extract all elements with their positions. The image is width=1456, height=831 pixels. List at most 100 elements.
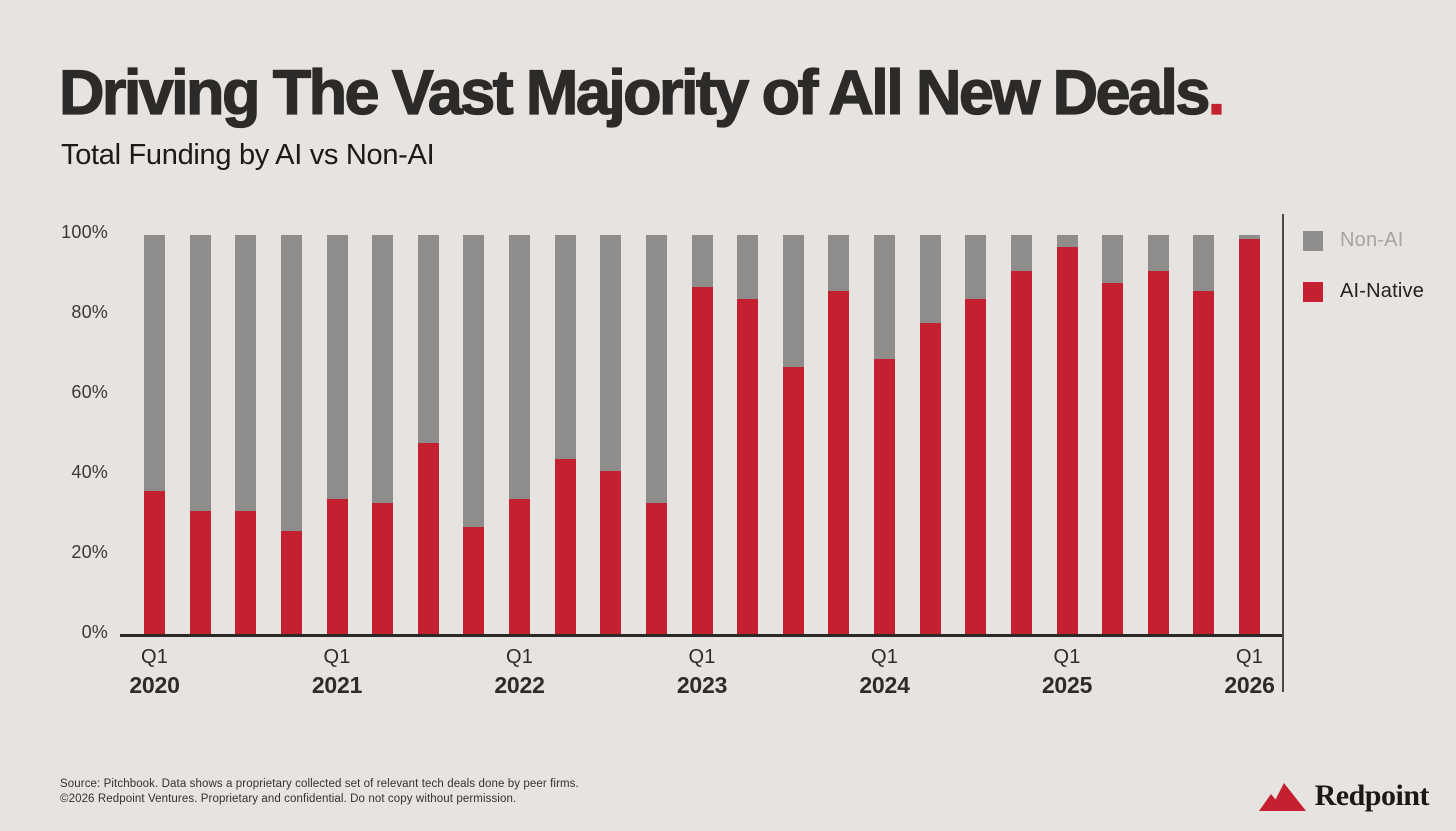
stacked-bar bbox=[1102, 235, 1124, 635]
x-tick-year: 2023 bbox=[676, 672, 728, 698]
footer-disclaimer: Source: Pitchbook. Data shows a propriet… bbox=[60, 777, 579, 806]
non-ai-segment bbox=[645, 235, 667, 503]
redpoint-mountain-icon bbox=[1258, 783, 1306, 811]
chart-subtitle: Total Funding by AI vs Non-AI bbox=[61, 139, 435, 171]
x-tick-year: 2026 bbox=[1224, 672, 1275, 698]
stacked-bar bbox=[463, 235, 485, 635]
legend: Non-AI AI-Native bbox=[1303, 229, 1424, 331]
x-tick-year: 2020 bbox=[129, 672, 180, 698]
ai-native-segment bbox=[874, 359, 895, 635]
ai-native-swatch-icon bbox=[1303, 281, 1323, 302]
ai-native-segment bbox=[1010, 271, 1032, 635]
x-tick-quarter: Q1 bbox=[140, 646, 169, 668]
footer-copyright-line: ©2026 Redpoint Ventures. Proprietary and… bbox=[60, 792, 517, 805]
non-ai-segment bbox=[372, 235, 394, 503]
non-ai-segment bbox=[144, 235, 165, 491]
x-axis-tick-label: Q1 2020 bbox=[90, 646, 220, 699]
ai-native-segment bbox=[965, 299, 987, 635]
redpoint-logo-text: Redpoint bbox=[1314, 779, 1430, 812]
stacked-bar bbox=[782, 235, 804, 635]
ai-native-segment bbox=[645, 503, 667, 635]
x-tick-quarter: Q1 bbox=[505, 646, 534, 668]
legend-label-non-ai: Non-AI bbox=[1340, 229, 1404, 251]
x-tick-quarter: Q1 bbox=[1053, 646, 1081, 668]
y-axis-tick-label: 0% bbox=[81, 622, 108, 642]
stacked-bar bbox=[1147, 235, 1169, 635]
x-tick-year: 2022 bbox=[494, 672, 545, 698]
stacked-bar bbox=[1056, 235, 1078, 635]
x-tick-year: 2025 bbox=[1041, 672, 1093, 698]
stacked-bar bbox=[600, 235, 622, 635]
x-axis-tick-label: Q1 2022 bbox=[455, 646, 585, 699]
stacked-bar bbox=[874, 235, 895, 635]
ai-native-segment bbox=[463, 527, 485, 635]
stacked-bar bbox=[189, 235, 211, 635]
non-ai-segment bbox=[919, 235, 941, 323]
non-ai-segment bbox=[189, 235, 211, 511]
non-ai-segment bbox=[965, 235, 987, 299]
non-ai-segment bbox=[554, 235, 576, 459]
x-tick-quarter: Q1 bbox=[870, 646, 899, 668]
legend-item-ai-native: AI-Native bbox=[1303, 280, 1424, 303]
page-title: Driving The Vast Majority of All New Dea… bbox=[58, 58, 1226, 128]
stacked-bar bbox=[1193, 235, 1215, 635]
stacked-bar bbox=[235, 235, 257, 635]
stacked-bar bbox=[645, 235, 667, 635]
y-axis-tick-label: 60% bbox=[71, 382, 108, 402]
ai-native-segment bbox=[144, 491, 165, 635]
legend-label-ai-native: AI-Native bbox=[1340, 280, 1425, 302]
stacked-bar bbox=[372, 235, 394, 635]
stacked-bar bbox=[691, 235, 713, 635]
chart-right-divider bbox=[1282, 214, 1284, 692]
x-axis-tick-label: Q1 2024 bbox=[820, 646, 950, 699]
y-axis-tick-label: 80% bbox=[71, 302, 108, 322]
ai-native-segment bbox=[1056, 247, 1078, 635]
non-ai-swatch-icon bbox=[1303, 230, 1323, 251]
non-ai-segment bbox=[1193, 235, 1215, 291]
ai-native-segment bbox=[509, 499, 530, 635]
stacked-bar bbox=[280, 235, 302, 635]
ai-native-segment bbox=[600, 471, 622, 635]
non-ai-segment bbox=[1239, 235, 1260, 239]
stacked-bar bbox=[1239, 235, 1260, 635]
page-title-text: Driving The Vast Majority of All New Dea… bbox=[58, 58, 1211, 128]
x-tick-year: 2021 bbox=[311, 672, 363, 698]
ai-native-segment bbox=[828, 291, 850, 635]
non-ai-segment bbox=[509, 235, 530, 499]
stacked-bar bbox=[326, 235, 348, 635]
non-ai-segment bbox=[235, 235, 257, 511]
non-ai-segment bbox=[326, 235, 348, 499]
ai-native-segment bbox=[417, 443, 439, 635]
y-axis-tick-label: 20% bbox=[71, 542, 108, 562]
ai-native-segment bbox=[326, 499, 348, 635]
non-ai-segment bbox=[600, 235, 622, 471]
x-axis-tick-label: Q1 2021 bbox=[272, 646, 402, 699]
stacked-bar bbox=[828, 235, 850, 635]
non-ai-segment bbox=[782, 235, 804, 367]
non-ai-segment bbox=[1056, 235, 1078, 247]
non-ai-segment bbox=[463, 235, 485, 527]
ai-native-segment bbox=[691, 287, 713, 635]
x-tick-quarter: Q1 bbox=[323, 646, 351, 668]
footer-source-line: Source: Pitchbook. Data shows a propriet… bbox=[60, 778, 579, 790]
non-ai-segment bbox=[1147, 235, 1169, 271]
legend-item-non-ai: Non-AI bbox=[1303, 229, 1424, 252]
ai-native-segment bbox=[235, 511, 257, 635]
y-axis-tick-label: 40% bbox=[71, 462, 108, 482]
non-ai-segment bbox=[1010, 235, 1032, 271]
ai-native-segment bbox=[372, 503, 394, 635]
stacked-bar bbox=[144, 235, 165, 635]
x-tick-year: 2024 bbox=[859, 672, 910, 698]
ai-native-segment bbox=[737, 299, 759, 635]
non-ai-segment bbox=[691, 235, 713, 287]
stacked-bar bbox=[737, 235, 759, 635]
x-axis-tick-label: Q1 2026 bbox=[1185, 646, 1315, 699]
non-ai-segment bbox=[280, 235, 302, 531]
stacked-bar bbox=[1010, 235, 1032, 635]
non-ai-segment bbox=[828, 235, 850, 291]
ai-native-segment bbox=[280, 531, 302, 635]
ai-native-segment bbox=[554, 459, 576, 635]
non-ai-segment bbox=[874, 235, 895, 359]
